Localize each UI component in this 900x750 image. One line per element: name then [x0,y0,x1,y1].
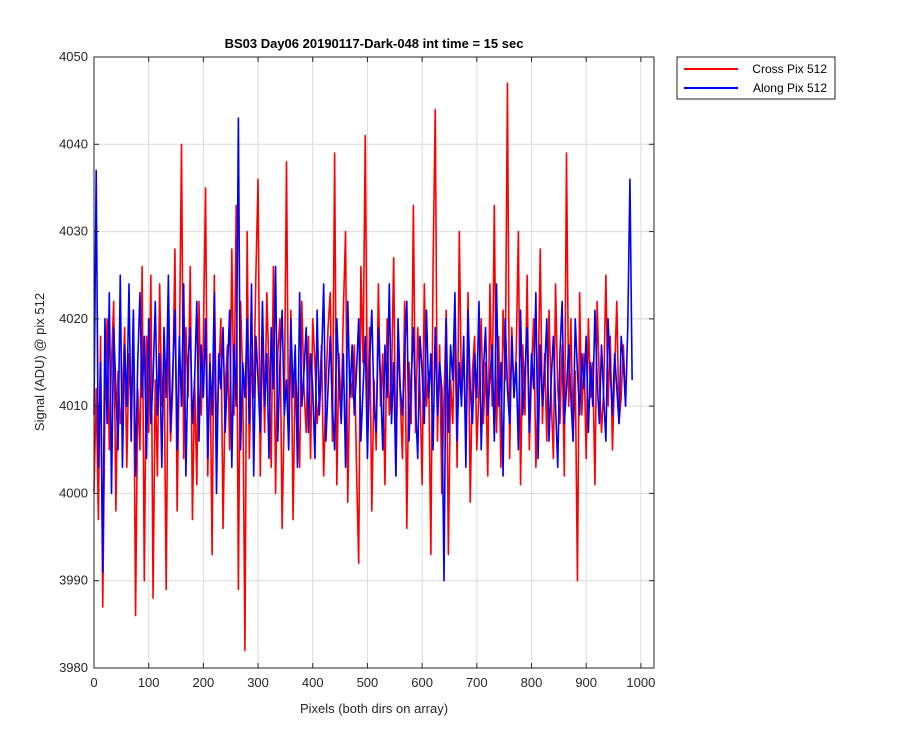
y-axis-label: Signal (ADU) @ pix 512 [32,293,47,431]
x-tick-label: 700 [466,675,488,690]
y-tick-label: 4030 [59,224,88,239]
x-tick-label: 100 [138,675,160,690]
x-tick-label: 200 [193,675,215,690]
x-tick-label: 900 [575,675,597,690]
y-tick-label: 4020 [59,311,88,326]
x-tick-label: 500 [357,675,379,690]
x-tick-label: 300 [247,675,269,690]
axes-box [93,56,655,669]
x-tick-label: 1000 [626,675,655,690]
x-tick-label: 800 [521,675,543,690]
legend-label-cross: Cross Pix 512 [752,62,827,76]
y-tick-label: 3990 [59,573,88,588]
legend-box [676,56,836,100]
series-line-along-pix [93,117,633,582]
series-group [93,82,633,652]
x-axis-label: Pixels (both dirs on array) [300,701,448,716]
ticks: 0 100 200 300 400 500 600 700 800 900 1000 3980 3990… [59,49,655,690]
x-tick-label: 0 [90,675,97,690]
y-tick-label: 3980 [59,660,88,675]
y-tick-label: 4000 [59,485,88,500]
chart-title: BS03 Day06 20190117-Dark-048 int time = … [225,36,524,51]
legend-label-along: Along Pix 512 [753,81,827,95]
x-tick-label: 600 [411,675,433,690]
y-tick-label: 4050 [59,49,88,64]
legend[interactable]: Cross Pix 512 Along Pix 512 [676,56,836,100]
x-tick-label: 400 [302,675,324,690]
y-tick-label: 4040 [59,136,88,151]
y-tick-label: 4010 [59,398,88,413]
